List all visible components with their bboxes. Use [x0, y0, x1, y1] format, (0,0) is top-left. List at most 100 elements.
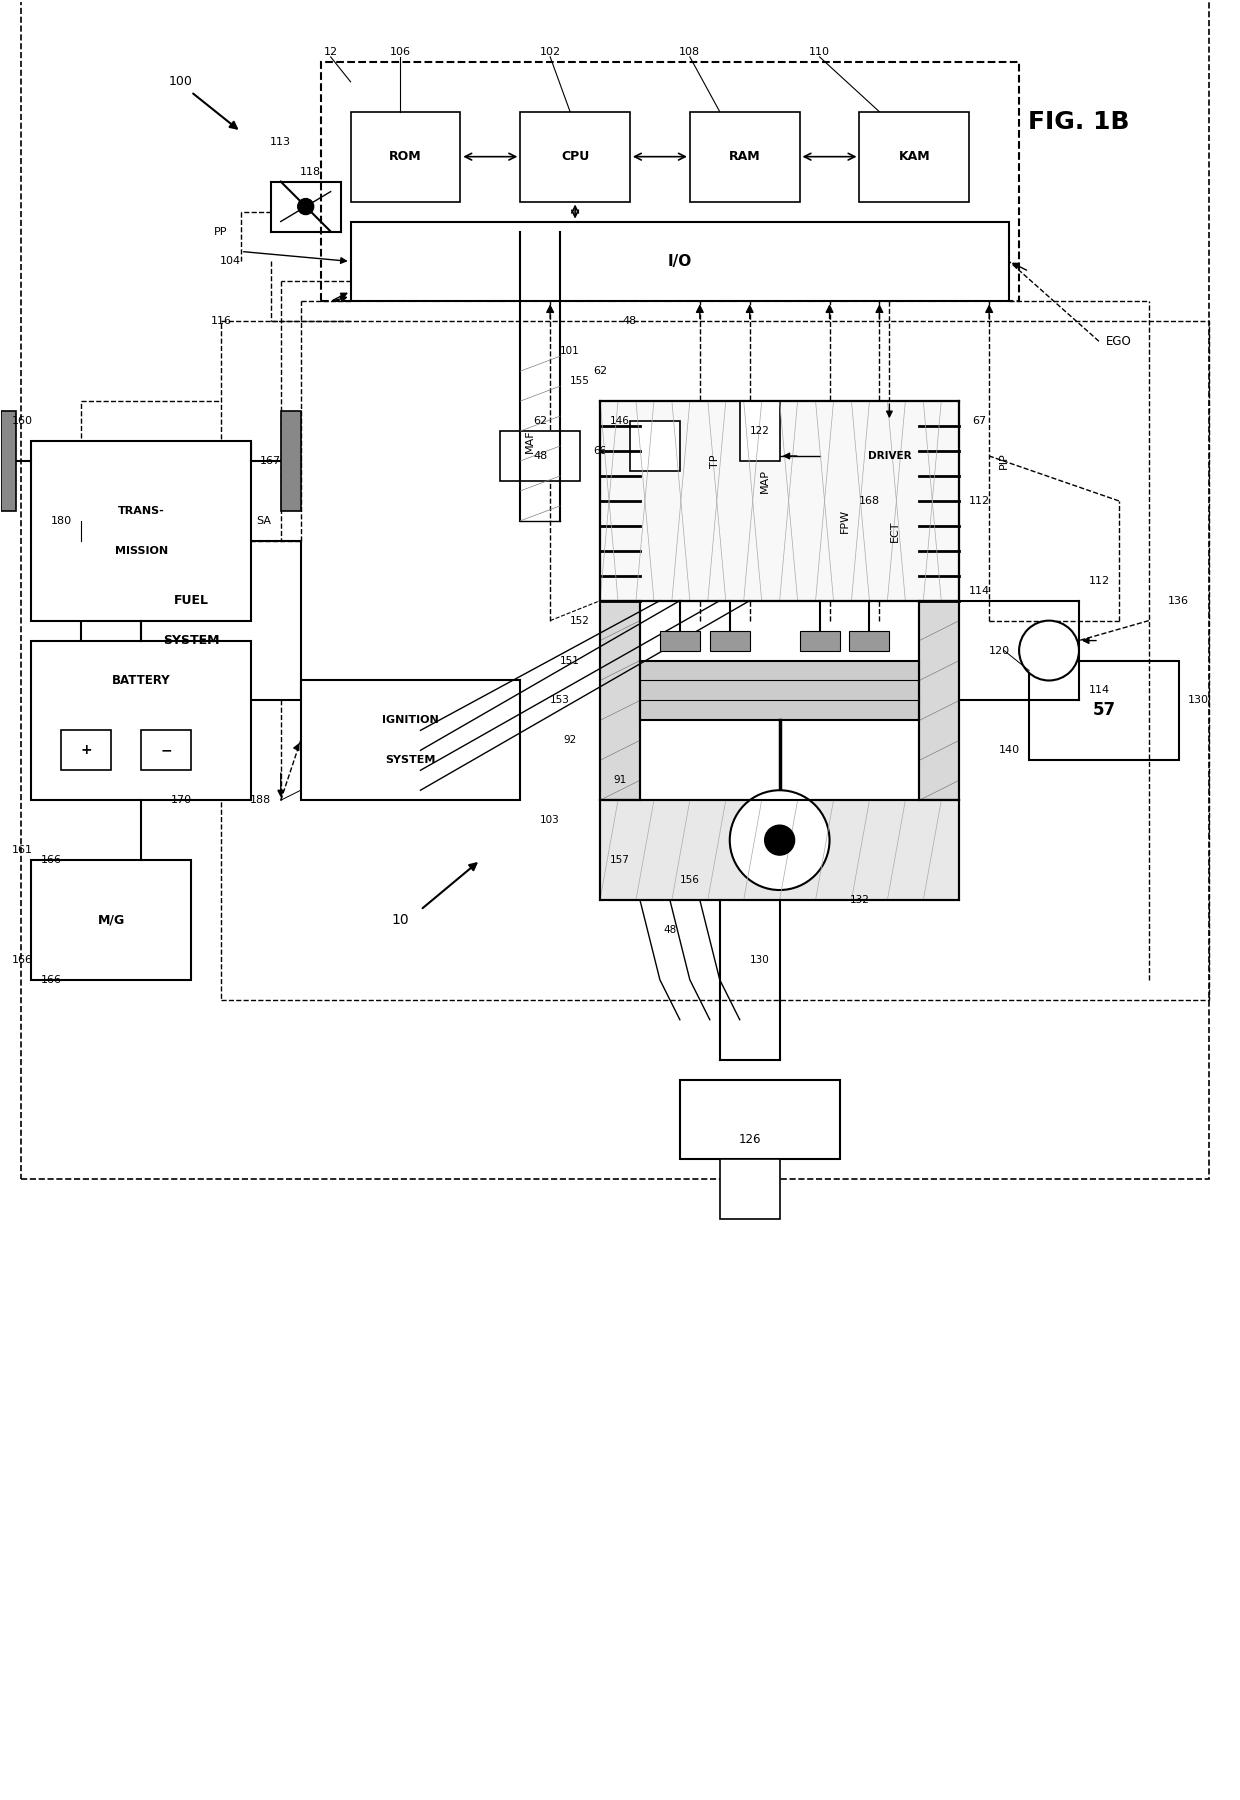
Text: 112: 112	[970, 495, 991, 506]
Text: 112: 112	[1089, 576, 1110, 585]
Text: TP: TP	[709, 454, 719, 468]
Text: CPU: CPU	[560, 149, 589, 164]
Text: 91: 91	[614, 776, 626, 785]
Text: 62: 62	[533, 416, 547, 427]
Text: 48: 48	[622, 317, 637, 326]
Bar	[141, 731, 191, 770]
Text: 170: 170	[170, 796, 191, 805]
Text: SYSTEM: SYSTEM	[162, 634, 219, 646]
Text: 161: 161	[11, 846, 32, 855]
Bar	[600, 401, 960, 601]
Text: 114: 114	[970, 585, 991, 596]
Circle shape	[730, 790, 830, 889]
Text: PP: PP	[215, 227, 228, 236]
Text: 167: 167	[260, 455, 281, 466]
Text: 130: 130	[1188, 695, 1209, 706]
Bar	[1, 410, 16, 511]
Bar	[709, 630, 750, 650]
Circle shape	[1019, 621, 1079, 680]
Text: 67: 67	[972, 416, 986, 427]
Circle shape	[765, 824, 795, 855]
Text: 136: 136	[1168, 596, 1189, 605]
Text: 116: 116	[211, 317, 232, 326]
Text: 102: 102	[539, 47, 560, 58]
Bar	[301, 680, 521, 801]
Text: 151: 151	[560, 655, 580, 666]
Bar	[820, 421, 960, 491]
Text: 10: 10	[392, 913, 409, 927]
Bar	[919, 601, 960, 801]
Text: 48: 48	[663, 925, 677, 934]
Bar	[630, 421, 680, 472]
Bar	[31, 641, 250, 801]
Bar	[500, 430, 580, 481]
Text: 166: 166	[11, 954, 32, 965]
Text: PIP: PIP	[999, 452, 1009, 470]
Text: 101: 101	[560, 346, 580, 356]
Text: FIG. 1B: FIG. 1B	[1028, 110, 1130, 133]
Circle shape	[298, 198, 314, 214]
Bar	[31, 860, 191, 979]
Bar	[221, 320, 1209, 999]
Text: SYSTEM: SYSTEM	[386, 756, 435, 765]
Bar	[321, 61, 1019, 301]
Text: FUEL: FUEL	[174, 594, 208, 607]
Text: 48: 48	[533, 452, 547, 461]
Bar	[521, 112, 630, 202]
Text: 180: 180	[51, 517, 72, 526]
Text: 146: 146	[610, 416, 630, 427]
Text: FPW: FPW	[839, 509, 849, 533]
Text: 113: 113	[270, 137, 291, 148]
Text: DRIVER: DRIVER	[868, 452, 911, 461]
Bar	[640, 661, 919, 720]
Bar	[800, 630, 839, 650]
Text: MAP: MAP	[760, 470, 770, 493]
Text: 12: 12	[324, 47, 337, 58]
Bar	[660, 630, 699, 650]
Text: +: +	[81, 743, 92, 758]
Text: 166: 166	[41, 855, 62, 866]
Text: ROM: ROM	[389, 149, 422, 164]
Text: 168: 168	[859, 495, 880, 506]
Bar	[859, 112, 970, 202]
Bar	[31, 441, 250, 621]
Bar	[21, 0, 1209, 1179]
Text: BATTERY: BATTERY	[112, 673, 170, 688]
Text: 160: 160	[11, 416, 32, 427]
Text: 106: 106	[391, 47, 410, 58]
Text: 166: 166	[41, 976, 62, 985]
Bar	[81, 540, 301, 700]
Text: 92: 92	[563, 736, 577, 745]
Text: EGO: EGO	[1106, 335, 1132, 347]
Text: 104: 104	[221, 256, 242, 266]
Text: M/G: M/G	[98, 913, 125, 927]
Bar	[849, 630, 889, 650]
Text: IGNITION: IGNITION	[382, 715, 439, 725]
Text: 66: 66	[594, 446, 606, 455]
Text: TRANS-: TRANS-	[118, 506, 165, 517]
Text: 152: 152	[570, 616, 590, 626]
Text: SA: SA	[255, 517, 270, 526]
Text: 188: 188	[249, 796, 270, 805]
Bar	[600, 601, 640, 801]
Text: 103: 103	[541, 815, 560, 824]
Bar	[351, 221, 1009, 301]
Text: −: −	[160, 743, 172, 758]
Text: 140: 140	[998, 745, 1019, 756]
Text: ECT: ECT	[889, 520, 899, 542]
Text: 110: 110	[808, 47, 830, 58]
Bar	[719, 1159, 780, 1219]
Text: 120: 120	[988, 646, 1009, 655]
Bar	[351, 112, 460, 202]
Bar	[600, 801, 960, 900]
Text: 62: 62	[593, 365, 608, 376]
Text: 130: 130	[750, 954, 770, 965]
Bar	[1029, 661, 1179, 760]
Text: MAF: MAF	[526, 428, 536, 454]
Text: 126: 126	[739, 1132, 761, 1147]
Bar	[680, 1080, 839, 1159]
Bar	[740, 401, 780, 461]
Text: 157: 157	[610, 855, 630, 866]
Text: 118: 118	[300, 167, 321, 176]
Text: I/O: I/O	[668, 254, 692, 268]
